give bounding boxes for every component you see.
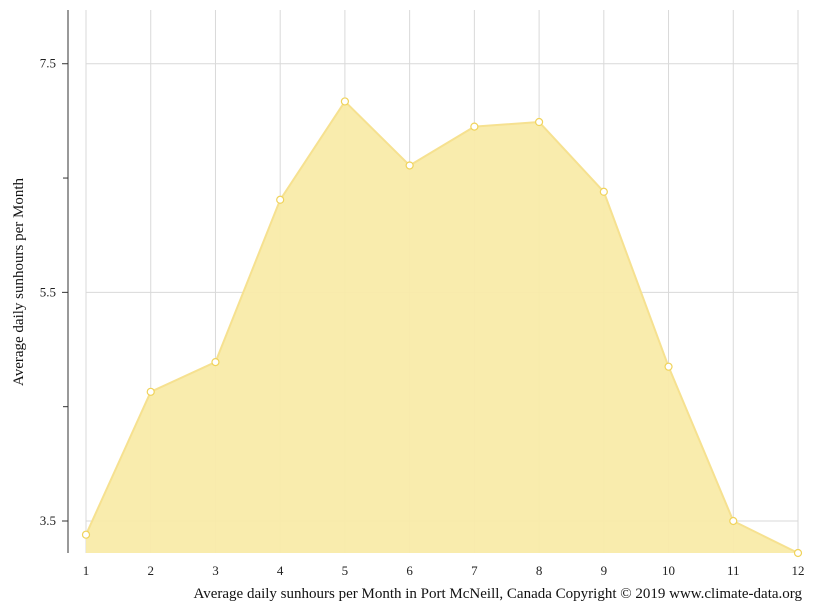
x-tick-label: 4 xyxy=(277,563,284,578)
data-point xyxy=(793,548,803,558)
data-point xyxy=(534,117,544,127)
data-point xyxy=(599,187,608,196)
x-tick-label: 5 xyxy=(342,563,349,578)
x-tick-label: 8 xyxy=(536,563,543,578)
tick-labels: 7.55.53.51 2 3 4 5 6 7 8 9 10 11 12 xyxy=(40,56,805,578)
x-tick-label: 3 xyxy=(212,563,219,578)
y-axis-title: Average daily sunhours per Month xyxy=(11,178,27,387)
x-tick-label: 2 xyxy=(147,563,154,578)
data-point xyxy=(276,195,285,204)
x-tick-label: 12 xyxy=(792,563,805,578)
area-line xyxy=(85,100,799,554)
x-tick-label: 1 xyxy=(83,563,90,578)
chart-caption: Average daily sunhours per Month in Port… xyxy=(194,586,803,602)
plot-area xyxy=(85,100,799,554)
area-fill xyxy=(86,101,798,553)
data-point xyxy=(211,357,220,367)
x-tick-label: 9 xyxy=(601,563,608,578)
data-point xyxy=(729,516,738,526)
x-tick-label: 7 xyxy=(471,563,478,578)
data-point xyxy=(81,530,91,539)
data-point xyxy=(405,161,414,170)
x-tick-label: 6 xyxy=(406,563,413,578)
y-tick-label: 3.5 xyxy=(40,513,56,528)
data-point xyxy=(146,387,155,396)
data-markers xyxy=(81,97,803,558)
y-tick-label: 5.5 xyxy=(40,284,56,299)
axes xyxy=(62,10,69,553)
data-point xyxy=(664,362,673,371)
x-tick-label: 11 xyxy=(727,563,740,578)
data-point xyxy=(340,97,350,106)
x-tick-label: 10 xyxy=(662,563,675,578)
y-tick-label: 7.5 xyxy=(40,56,56,71)
data-point xyxy=(470,122,479,131)
